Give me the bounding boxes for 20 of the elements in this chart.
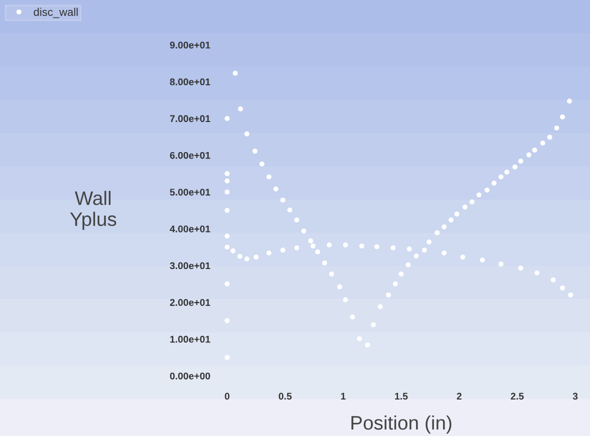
x-tick-label: 1.5 [395,392,408,400]
y-tick-label: 1.00e+01 [170,336,210,343]
y-tick-label: 8.00e+01 [170,78,210,86]
x-tick-label: 1 [341,392,346,400]
y-tick-label: 4.00e+01 [170,225,210,232]
y-tick-label: 3.00e+01 [170,262,210,270]
x-tick-label: 2 [456,392,462,400]
x-axis-title: Position (in) [351,415,452,434]
y-tick-label: 5.00e+01 [170,188,210,196]
x-tick-label: 2.5 [510,392,524,400]
y-tick-label: 6.00e+01 [170,152,210,159]
x-tick-label: 0.5 [278,392,292,400]
y-tick-label: 9.00e+01 [170,42,210,49]
y-axis-title: Wall Yplus [70,190,116,230]
x-tick-label: 0 [224,392,230,400]
x-tick-label: 3 [572,392,578,400]
legend-label: disc_wall [34,8,78,18]
y-tick-label: 2.00e+01 [170,299,210,306]
y-tick-label: 7.00e+01 [170,115,210,122]
y-tick-label: 0.00e+00 [170,372,210,380]
